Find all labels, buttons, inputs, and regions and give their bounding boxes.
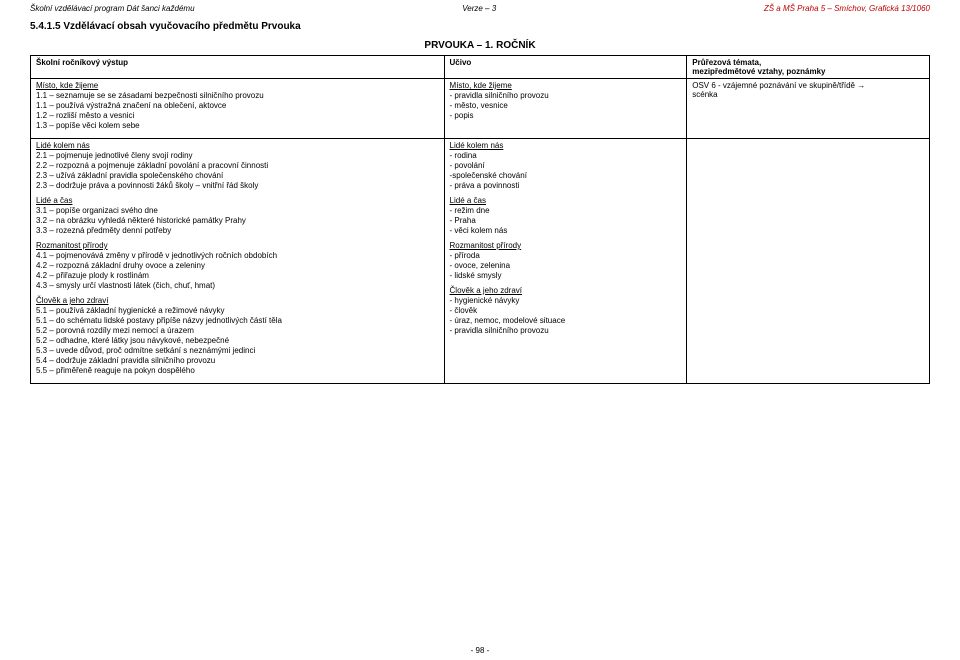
blocks-left-cell: Lidé kolem nás2.1 – pojmenuje jednotlivé… [31, 139, 445, 384]
list-item: 4.2 – přiřazuje plody k rostlinám [36, 271, 149, 280]
content-block: Lidé a čas- režim dne- Praha- věci kolem… [450, 196, 682, 236]
list-item: 5.2 – porovná rozdíly mezi nemocí a úraz… [36, 326, 194, 335]
block-title: Lidé kolem nás [450, 141, 504, 150]
col3-line1: Průřezová témata, [692, 58, 761, 67]
content-block: Člověk a jeho zdraví- hygienické návyky-… [450, 286, 682, 336]
list-item: - režim dne [450, 206, 490, 215]
list-item: 1.1 – seznamuje se se zásadami bezpečnos… [36, 91, 264, 100]
content-block: Rozmanitost přírody- příroda- ovoce, zel… [450, 241, 682, 281]
list-item: 4.2 – rozpozná základní druhy ovoce a ze… [36, 261, 205, 270]
list-item: - věci kolem nás [450, 226, 508, 235]
list-item: 2.3 – dodržuje práva a povinnosti žáků š… [36, 181, 258, 190]
list-item: 1.2 – rozliší město a vesnici [36, 111, 134, 120]
list-item: 3.1 – popíše organizaci svého dne [36, 206, 158, 215]
block-title: Lidé kolem nás [36, 141, 90, 150]
list-item: 5.3 – uvede důvod, proč odmítne setkání … [36, 346, 255, 355]
list-item: 2.3 – užívá základní pravidla společensk… [36, 171, 223, 180]
list-item: - lidské smysly [450, 271, 502, 280]
list-item: 3.3 – rozezná předměty denní potřeby [36, 226, 171, 235]
header-center: Verze – 3 [462, 4, 496, 13]
content-block: Rozmanitost přírody4.1 – pojmenovává změ… [36, 241, 439, 291]
list-item: - ovoce, zelenina [450, 261, 510, 270]
list-item: - Praha [450, 216, 476, 225]
list-item: - úraz, nemoc, modelové situace [450, 316, 566, 325]
list-item: - pravidla silničního provozu [450, 91, 549, 100]
list-item: - příroda [450, 251, 480, 260]
list-item: - pravidla silničního provozu [450, 326, 549, 335]
block-title: Lidé a čas [450, 196, 486, 205]
block-title: Lidé a čas [36, 196, 72, 205]
list-item: 5.1 – používá základní hygienické a reži… [36, 306, 225, 315]
section-title: 5.4.1.5 Vzdělávací obsah vyučovacího pře… [0, 13, 960, 38]
table-header-row: Školní ročníkový výstup Učivo Průřezová … [31, 56, 930, 79]
list-item: - popis [450, 111, 474, 120]
subject-title: PRVOUKA – 1. ROČNÍK [0, 38, 960, 55]
table-row-2: Lidé kolem nás2.1 – pojmenuje jednotlivé… [31, 139, 930, 384]
block-title: Člověk a jeho zdraví [450, 286, 522, 295]
osv-line1: OSV 6 - vzájemné poznávání ve skupině/tř… [692, 81, 865, 90]
list-item: 5.5 – přiměřeně reaguje na pokyn dospělé… [36, 366, 195, 375]
col-header-3: Průřezová témata, mezipředmětové vztahy,… [687, 56, 930, 79]
list-item: - rodina [450, 151, 477, 160]
list-item: 1.1 – používá výstražná značení na obleč… [36, 101, 226, 110]
col3-line2: mezipředmětové vztahy, poznámky [692, 67, 825, 76]
row1-col2-title: Místo, kde žijeme [450, 81, 512, 90]
list-item: 2.2 – rozpozná a pojmenuje základní povo… [36, 161, 268, 170]
list-item: 4.3 – smysly určí vlastnosti látek (čich… [36, 281, 215, 290]
list-item: 1.3 – popíše věci kolem sebe [36, 121, 140, 130]
row1-col1: Místo, kde žijeme 1.1 – seznamuje se se … [31, 79, 445, 139]
list-item: 3.2 – na obrázku vyhledá některé histori… [36, 216, 246, 225]
curriculum-table: Školní ročníkový výstup Učivo Průřezová … [30, 55, 930, 384]
header-right: ZŠ a MŠ Praha 5 – Smíchov, Grafická 13/1… [764, 4, 930, 13]
block-title: Člověk a jeho zdraví [36, 296, 108, 305]
list-item: 4.1 – pojmenovává změny v přírodě v jedn… [36, 251, 277, 260]
list-item: - hygienické návyky [450, 296, 520, 305]
list-item: - povolání [450, 161, 485, 170]
list-item: - člověk [450, 306, 478, 315]
blocks-right-cell: Lidé kolem nás- rodina- povolání-společe… [444, 139, 687, 384]
list-item: - práva a povinnosti [450, 181, 520, 190]
list-item: 5.1 – do schématu lidské postavy připíše… [36, 316, 282, 325]
osv-line2: scénka [692, 90, 717, 99]
col-header-2: Učivo [444, 56, 687, 79]
page-header: Školní vzdělávací program Dát šanci každ… [0, 0, 960, 13]
content-block: Člověk a jeho zdraví5.1 – používá základ… [36, 296, 439, 376]
content-block: Lidé kolem nás- rodina- povolání-společe… [450, 141, 682, 191]
list-item: 2.1 – pojmenuje jednotlivé členy svojí r… [36, 151, 193, 160]
page-number: - 98 - [0, 646, 960, 655]
table-row-1: Místo, kde žijeme 1.1 – seznamuje se se … [31, 79, 930, 139]
list-item: - město, vesnice [450, 101, 508, 110]
col-header-1: Školní ročníkový výstup [31, 56, 445, 79]
header-left: Školní vzdělávací program Dát šanci každ… [30, 4, 195, 13]
block-title: Rozmanitost přírody [36, 241, 108, 250]
list-item: 5.4 – dodržuje základní pravidla silničn… [36, 356, 215, 365]
list-item: -společenské chování [450, 171, 527, 180]
row1-col1-title: Místo, kde žijeme [36, 81, 98, 90]
content-block: Lidé a čas3.1 – popíše organizaci svého … [36, 196, 439, 236]
row1-col3: OSV 6 - vzájemné poznávání ve skupině/tř… [687, 79, 930, 139]
list-item: 5.2 – odhadne, které látky jsou návykové… [36, 336, 229, 345]
content-block: Lidé kolem nás2.1 – pojmenuje jednotlivé… [36, 141, 439, 191]
block-title: Rozmanitost přírody [450, 241, 522, 250]
blocks-notes-cell [687, 139, 930, 384]
row1-col2: Místo, kde žijeme - pravidla silničního … [444, 79, 687, 139]
